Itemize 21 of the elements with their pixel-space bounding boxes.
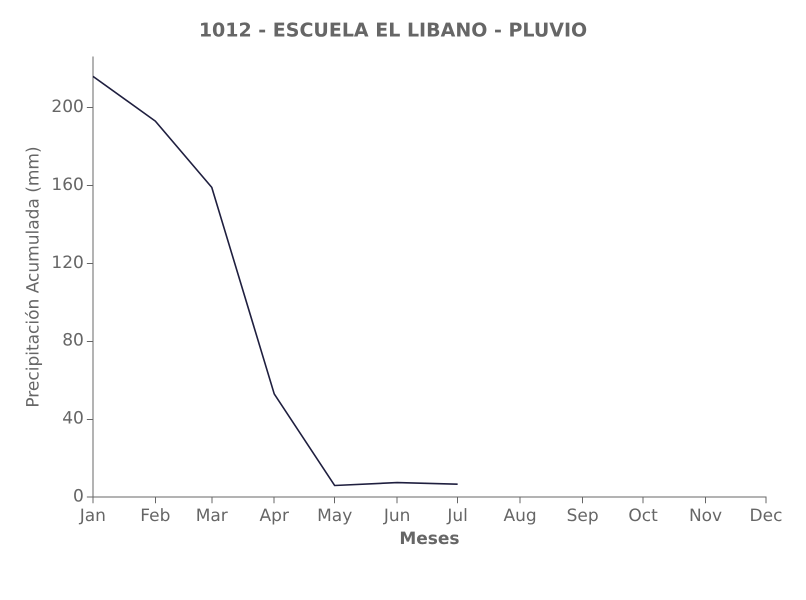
y-tick-label: 40 [62, 408, 84, 429]
x-axis-title: Meses [399, 529, 460, 550]
y-tick-label: 120 [51, 252, 84, 273]
x-tick-label: May [317, 506, 352, 526]
x-tick-label: Feb [140, 506, 170, 526]
y-tick-label: 200 [51, 96, 84, 117]
y-tick-label: 80 [62, 330, 84, 351]
x-tick-label: Nov [688, 506, 722, 526]
x-tick-label: Sep [566, 506, 599, 526]
x-tick-label: Jun [382, 506, 410, 526]
x-tick-label: Aug [504, 506, 537, 526]
x-tick-label: Dec [750, 506, 782, 526]
x-tick-label: Mar [196, 506, 228, 526]
y-tick-label: 160 [51, 174, 84, 195]
x-tick-label: Jul [446, 506, 468, 526]
chart-title: 1012 - ESCUELA EL LIBANO - PLUVIO [198, 19, 588, 42]
y-tick-label: 0 [73, 486, 84, 507]
y-axis-title: Precipitación Acumulada (mm) [24, 146, 44, 408]
x-tick-label: Apr [260, 506, 289, 526]
x-tick-label: Oct [628, 506, 658, 526]
x-tick-label: Jan [78, 506, 106, 526]
